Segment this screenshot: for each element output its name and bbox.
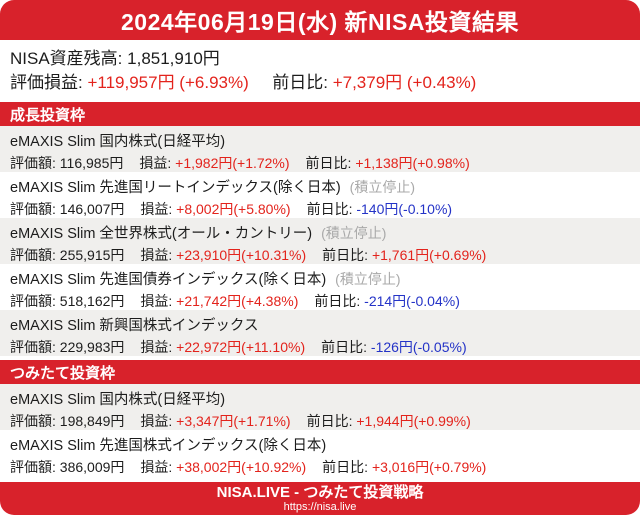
- fund-row: eMAXIS Slim 先進国リートインデックス(除く日本) (積立停止) 評価額…: [0, 172, 640, 218]
- fund-values-line: 評価額: 518,162円 損益: +21,742円(+4.38%) 前日比: -2…: [10, 292, 630, 310]
- pl-amount: +22,972円(+11.10%): [176, 339, 306, 355]
- bottom-spacer: [0, 476, 640, 482]
- value-amount: 386,009円: [59, 459, 125, 475]
- report-footer: NISA.LIVE - つみたて投資戦略 https://nisa.live: [0, 482, 640, 515]
- value-label: 評価額:: [10, 339, 56, 355]
- dod-amount: -140円(-0.10%): [356, 201, 453, 217]
- summary-panel: NISA資産残高: 1,851,910円 評価損益: +119,957円 (+6…: [0, 40, 640, 102]
- value-label: 評価額:: [10, 155, 56, 171]
- fund-values-line: 評価額: 255,915円 損益: +23,910円(+10.31%) 前日比: +…: [10, 246, 630, 264]
- value-label: 評価額:: [10, 459, 56, 475]
- fund-name: eMAXIS Slim 新興国株式インデックス: [10, 318, 259, 334]
- section-header-growth: 成長投資枠: [0, 102, 640, 126]
- fund-values-line: 評価額: 198,849円 損益: +3,347円(+1.71%) 前日比: +1,…: [10, 412, 630, 430]
- dod-label: 前日比:: [306, 201, 353, 217]
- footer-title: NISA.LIVE - つみたて投資戦略: [216, 483, 424, 501]
- pl-amount: +8,002円(+5.80%): [176, 201, 291, 217]
- fund-name: eMAXIS Slim 先進国債券インデックス(除く日本): [10, 272, 327, 288]
- fund-values-line: 評価額: 146,007円 損益: +8,002円(+5.80%) 前日比: -14…: [10, 200, 630, 218]
- value-label: 評価額:: [10, 201, 56, 217]
- suspended-badge: (積立停止): [335, 271, 401, 287]
- summary-pl-line: 評価損益: +119,957円 (+6.93%) 前日比: +7,379円 (+…: [10, 71, 630, 95]
- report-title: 2024年06月19日(水) 新NISA投資結果: [121, 9, 519, 35]
- report-header: 2024年06月19日(水) 新NISA投資結果: [0, 0, 640, 40]
- pl-amount: +21,742円(+4.38%): [176, 293, 299, 309]
- fund-name-line: eMAXIS Slim 国内株式(日経平均): [10, 389, 630, 410]
- pl-label: 損益:: [140, 459, 173, 475]
- fund-row: eMAXIS Slim 新興国株式インデックス 評価額: 229,983円 損益:…: [0, 310, 640, 356]
- suspended-badge: (積立停止): [321, 225, 387, 241]
- pl-label: 損益:: [140, 201, 173, 217]
- fund-name: eMAXIS Slim 全世界株式(オール・カントリー): [10, 226, 313, 242]
- fund-name: eMAXIS Slim 国内株式(日経平均): [10, 134, 226, 150]
- pl-amount: +1,982円(+1.72%): [175, 155, 290, 171]
- value-label: 評価額:: [10, 413, 56, 429]
- section-title: つみたて投資枠: [10, 364, 116, 382]
- value-amount: 518,162円: [59, 293, 125, 309]
- pl-amount: +3,347円(+1.71%): [176, 413, 291, 429]
- summary-dod-value: +7,379円 (+0.43%): [332, 73, 477, 92]
- fund-values-line: 評価額: 386,009円 損益: +38,002円(+10.92%) 前日比: +…: [10, 458, 630, 476]
- dod-amount: +1,944円(+0.99%): [356, 413, 471, 429]
- summary-pl-value: +119,957円 (+6.93%): [87, 73, 249, 92]
- balance-value: 1,851,910円: [127, 49, 220, 68]
- dod-label: 前日比:: [322, 459, 369, 475]
- fund-name-line: eMAXIS Slim 国内株式(日経平均): [10, 131, 630, 152]
- value-amount: 198,849円: [59, 413, 125, 429]
- fund-values-line: 評価額: 229,983円 損益: +22,972円(+11.10%) 前日比: -…: [10, 338, 630, 356]
- fund-row: eMAXIS Slim 先進国株式インデックス(除く日本) 評価額: 386,0…: [0, 430, 640, 476]
- fund-name: eMAXIS Slim 先進国リートインデックス(除く日本): [10, 180, 341, 196]
- dod-amount: +1,761円(+0.69%): [371, 247, 487, 263]
- value-label: 評価額:: [10, 247, 56, 263]
- value-amount: 146,007円: [59, 201, 125, 217]
- balance-label: NISA資産残高:: [10, 49, 123, 68]
- fund-values-line: 評価額: 116,985円 損益: +1,982円(+1.72%) 前日比: +1,…: [10, 154, 630, 172]
- summary-pl-label: 評価損益:: [10, 73, 83, 92]
- value-amount: 255,915円: [59, 247, 125, 263]
- footer-url: https://nisa.live: [283, 500, 357, 513]
- fund-name-line: eMAXIS Slim 先進国リートインデックス(除く日本) (積立停止): [10, 177, 630, 198]
- pl-label: 損益:: [140, 413, 173, 429]
- fund-name-line: eMAXIS Slim 新興国株式インデックス: [10, 315, 630, 336]
- pl-amount: +23,910円(+10.31%): [176, 247, 307, 263]
- dod-label: 前日比:: [322, 247, 369, 263]
- value-amount: 229,983円: [59, 339, 125, 355]
- fund-name: eMAXIS Slim 国内株式(日経平均): [10, 392, 226, 408]
- dod-amount: +3,016円(+0.79%): [371, 459, 487, 475]
- dod-label: 前日比:: [305, 155, 352, 171]
- fund-row: eMAXIS Slim 国内株式(日経平均) 評価額: 198,849円 損益: …: [0, 384, 640, 430]
- fund-name-line: eMAXIS Slim 先進国債券インデックス(除く日本) (積立停止): [10, 269, 630, 290]
- fund-name-line: eMAXIS Slim 先進国株式インデックス(除く日本): [10, 435, 630, 456]
- value-amount: 116,985円: [59, 155, 124, 171]
- section-header-tsumitate: つみたて投資枠: [0, 360, 640, 384]
- section-gap: [0, 356, 640, 360]
- dod-amount: +1,138円(+0.98%): [355, 155, 470, 171]
- dod-amount: -214円(-0.04%): [364, 293, 460, 309]
- fund-name-line: eMAXIS Slim 全世界株式(オール・カントリー) (積立停止): [10, 223, 630, 244]
- pl-label: 損益:: [140, 339, 173, 355]
- fund-name: eMAXIS Slim 先進国株式インデックス(除く日本): [10, 438, 327, 454]
- pl-label: 損益:: [140, 293, 173, 309]
- summary-dod-label: 前日比:: [272, 73, 328, 92]
- fund-row: eMAXIS Slim 先進国債券インデックス(除く日本) (積立停止) 評価額:…: [0, 264, 640, 310]
- fund-row: eMAXIS Slim 全世界株式(オール・カントリー) (積立停止) 評価額: …: [0, 218, 640, 264]
- pl-label: 損益:: [140, 247, 173, 263]
- pl-amount: +38,002円(+10.92%): [176, 459, 307, 475]
- dod-label: 前日比:: [314, 293, 361, 309]
- fund-row: eMAXIS Slim 国内株式(日経平均) 評価額: 116,985円 損益: …: [0, 126, 640, 172]
- dod-label: 前日比:: [306, 413, 353, 429]
- pl-label: 損益:: [139, 155, 172, 171]
- summary-balance-line: NISA資産残高: 1,851,910円: [10, 47, 630, 71]
- dod-amount: -126円(-0.05%): [370, 339, 467, 355]
- section-title: 成長投資枠: [10, 106, 86, 124]
- dod-label: 前日比:: [321, 339, 368, 355]
- suspended-badge: (積立停止): [349, 179, 415, 195]
- value-label: 評価額:: [10, 293, 56, 309]
